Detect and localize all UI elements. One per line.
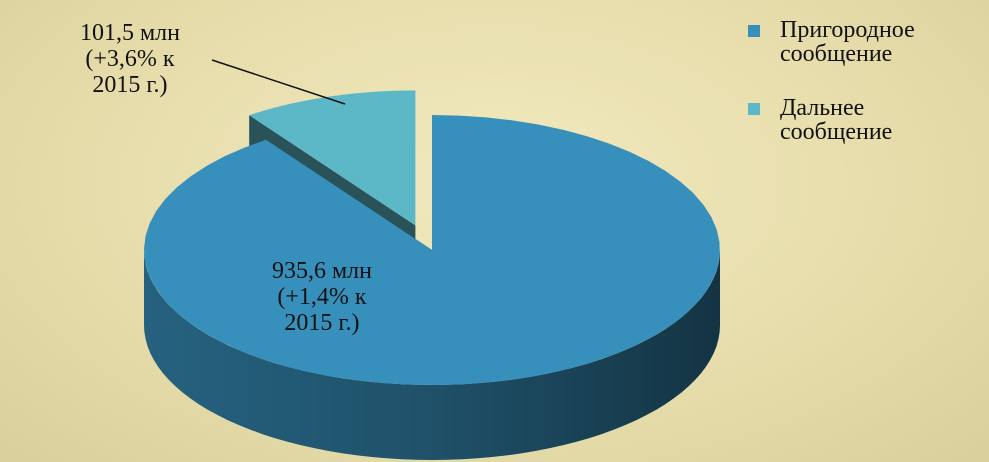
legend-item: Пригородное сообщение: [748, 18, 988, 66]
legend-swatch: [748, 103, 760, 115]
data-label: (+1,4% к: [277, 284, 367, 310]
data-label: 935,6 млн: [272, 258, 372, 284]
legend-label: Дальнее сообщение: [780, 96, 980, 144]
legend-swatch: [748, 25, 760, 37]
slice: [144, 115, 720, 460]
leader-line: [212, 60, 345, 104]
slice-top: [144, 115, 720, 385]
chart: 935,6 млн(+1,4% к2015 г.)101,5 млн(+3,6%…: [0, 0, 989, 462]
data-label: 101,5 млн: [80, 20, 180, 46]
page: 935,6 млн(+1,4% к2015 г.)101,5 млн(+3,6%…: [0, 0, 989, 462]
legend-item: Дальнее сообщение: [748, 96, 988, 144]
data-label: 2015 г.): [92, 72, 167, 98]
data-label: (+3,6% к: [85, 46, 175, 72]
legend-label: Пригородное сообщение: [780, 18, 980, 66]
data-label: 2015 г.): [284, 310, 359, 336]
